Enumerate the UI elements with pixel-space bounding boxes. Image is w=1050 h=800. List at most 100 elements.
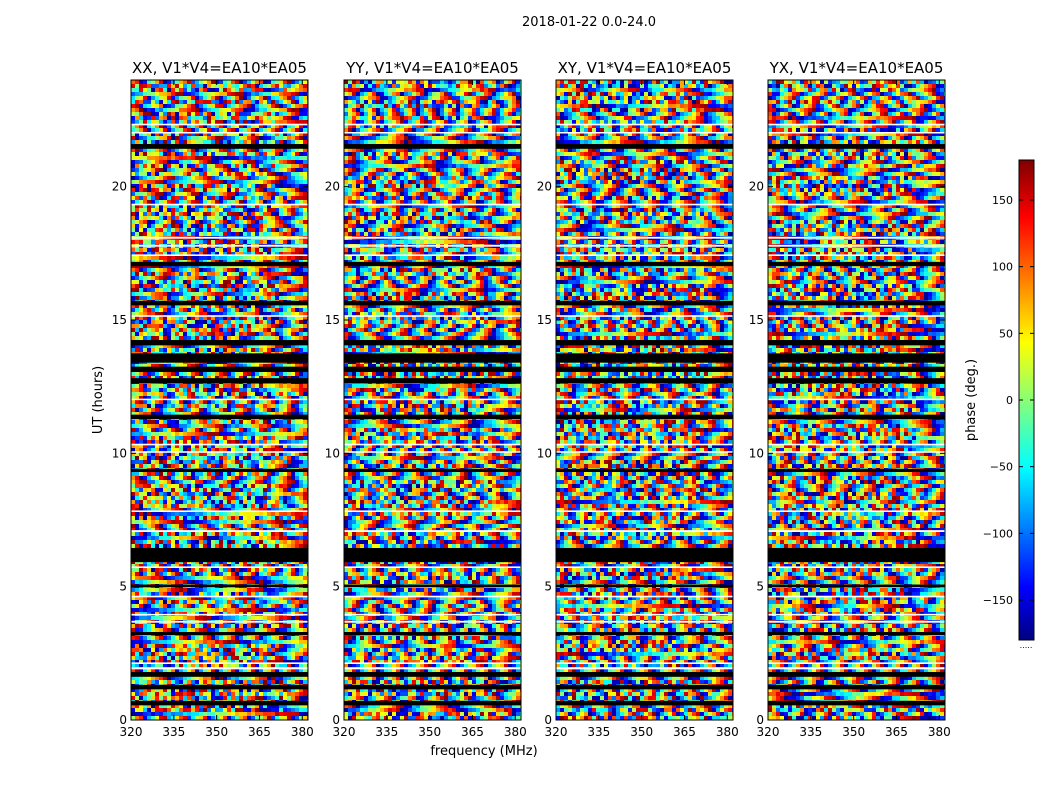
heatmap-cell [199, 104, 204, 109]
heatmap-cell [195, 344, 200, 349]
heatmap-cell [251, 80, 256, 85]
heatmap-cell [247, 272, 252, 277]
heatmap-cell [243, 452, 248, 457]
heatmap-cell [135, 308, 140, 313]
heatmap-cell [207, 348, 212, 353]
heatmap-cell [207, 448, 212, 453]
heatmap-cell [215, 496, 220, 501]
heatmap-cell [227, 152, 232, 157]
heatmap-cell [203, 272, 208, 277]
heatmap-cell [223, 140, 228, 145]
heatmap-cell [275, 264, 280, 269]
heatmap-cell [207, 160, 212, 165]
heatmap-cell [303, 420, 308, 425]
heatmap-cell [231, 232, 236, 237]
heatmap-cell [299, 492, 304, 497]
heatmap-cell [195, 392, 200, 397]
heatmap-cell [155, 128, 160, 133]
heatmap-cell [167, 180, 172, 185]
heatmap-cell [171, 424, 176, 429]
heatmap-cell [175, 88, 180, 93]
heatmap-cell [195, 248, 200, 253]
heatmap-cell [251, 284, 256, 289]
heatmap-cell [235, 296, 240, 301]
heatmap-cell [135, 400, 140, 405]
heatmap-cell [199, 152, 204, 157]
heatmap-cell [183, 84, 188, 89]
heatmap-cell [131, 496, 136, 501]
heatmap-cell [295, 372, 300, 377]
heatmap-cell [155, 404, 160, 409]
heatmap-cell [143, 136, 148, 141]
heatmap-cell [199, 456, 204, 461]
heatmap-cell [155, 196, 160, 201]
heatmap-cell [147, 396, 152, 401]
heatmap-cell [159, 272, 164, 277]
heatmap-cell [271, 88, 276, 93]
heatmap-cell [215, 108, 220, 113]
heatmap-cell [135, 484, 140, 489]
heatmap-cell [139, 200, 144, 205]
heatmap-cell [215, 516, 220, 521]
heatmap-cell [207, 220, 212, 225]
heatmap-cell [179, 372, 184, 377]
heatmap-cell [135, 248, 140, 253]
heatmap-cell [171, 152, 176, 157]
heatmap-cell [211, 96, 216, 101]
heatmap-cell [179, 200, 184, 205]
heatmap-cell [171, 480, 176, 485]
heatmap-cell [207, 516, 212, 521]
heatmap-cell [219, 116, 224, 121]
heatmap-cell [279, 268, 284, 273]
heatmap-cell [203, 196, 208, 201]
heatmap-cell [207, 420, 212, 425]
heatmap-cell [163, 392, 168, 397]
heatmap-cell [255, 220, 260, 225]
heatmap-cell [267, 520, 272, 525]
heatmap-cell [203, 148, 208, 153]
heatmap-cell [203, 228, 208, 233]
heatmap-cell [219, 272, 224, 277]
heatmap-cell [283, 480, 288, 485]
heatmap-cell [135, 284, 140, 289]
heatmap-cell [179, 116, 184, 121]
heatmap-cell [275, 136, 280, 141]
heatmap-cell [223, 256, 228, 261]
heatmap-cell [283, 248, 288, 253]
heatmap-cell [187, 288, 192, 293]
heatmap-cell [247, 176, 252, 181]
heatmap-cell [203, 516, 208, 521]
heatmap-cell [247, 168, 252, 173]
heatmap-cell [159, 456, 164, 461]
heatmap-cell [131, 200, 136, 205]
heatmap-cell [167, 496, 172, 501]
heatmap-cell [223, 444, 228, 449]
heatmap-cell [299, 220, 304, 225]
heatmap-cell [263, 268, 268, 273]
heatmap-cell [211, 344, 216, 349]
heatmap-cell [163, 256, 168, 261]
heatmap-cell [175, 80, 180, 85]
heatmap-cell [139, 504, 144, 509]
heatmap-cell [259, 388, 264, 393]
heatmap-cell [287, 240, 292, 245]
heatmap-cell [155, 440, 160, 445]
heatmap-cell [299, 316, 304, 321]
heatmap-cell [191, 200, 196, 205]
heatmap-cell [271, 508, 276, 513]
heatmap-cell [223, 508, 228, 513]
heatmap-cell [167, 176, 172, 181]
heatmap-cell [271, 472, 276, 477]
heatmap-cell [235, 100, 240, 105]
heatmap-cell [219, 152, 224, 157]
heatmap-cell [187, 328, 192, 333]
heatmap-cell [247, 516, 252, 521]
heatmap-cell [207, 520, 212, 525]
heatmap-cell [135, 332, 140, 337]
heatmap-cell [179, 288, 184, 293]
heatmap-cell [287, 104, 292, 109]
heatmap-cell [231, 424, 236, 429]
heatmap-cell [203, 296, 208, 301]
heatmap-cell [183, 152, 188, 157]
heatmap-cell [207, 216, 212, 221]
